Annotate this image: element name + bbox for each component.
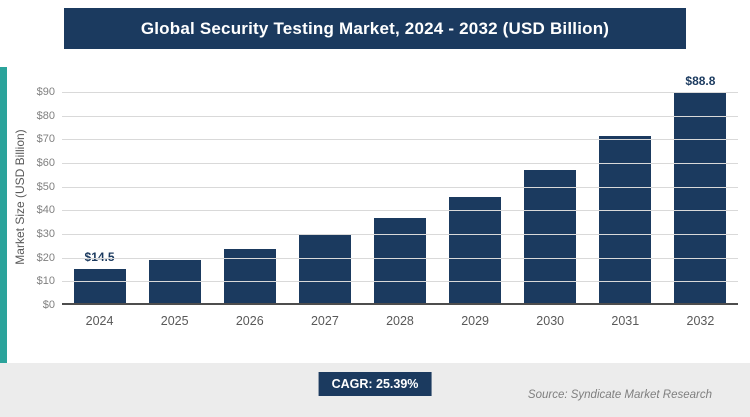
- bars-container: $14.5 $88.8: [62, 74, 738, 303]
- chart-title-banner: Global Security Testing Market, 2024 - 2…: [64, 8, 686, 49]
- bar-2031: [599, 135, 652, 303]
- source-text: Source: Syndicate Market Research: [527, 389, 712, 401]
- bar-2028: [373, 218, 426, 303]
- bar-slot: [137, 92, 212, 303]
- gridline: [62, 115, 738, 117]
- y-tick-label: $30: [36, 228, 55, 240]
- left-accent-strip: [0, 67, 7, 363]
- bar-slot: $88.8: [663, 74, 738, 303]
- x-tick-label: 2027: [310, 314, 339, 328]
- gridline: [62, 257, 738, 259]
- x-tick-label: 2029: [461, 314, 489, 328]
- bar-value-label: $88.8: [685, 73, 716, 88]
- plot-area: $14.5 $88.8 $0 $10 $20 $30 $40 $50 $60 $70 $80 $90: [37, 74, 738, 311]
- gridline: [62, 92, 738, 93]
- y-tick-label: $50: [36, 180, 55, 193]
- bar-slot: [588, 92, 663, 303]
- bar-value-label: $14.5: [85, 250, 115, 264]
- bar-2027: [298, 235, 351, 303]
- gridline: [62, 186, 738, 188]
- gridline: [62, 139, 738, 141]
- bar-2029: [449, 196, 502, 303]
- y-tick-label: $60: [36, 157, 55, 169]
- bar-slot: [212, 92, 287, 303]
- footer: CAGR: 25.39% Source: Syndicate Market Re…: [0, 363, 750, 417]
- x-tick-label: 2028: [386, 314, 414, 328]
- x-tick-label: 2025: [160, 314, 189, 328]
- cagr-label: CAGR: 25.39%: [331, 377, 419, 391]
- gridline: [62, 210, 738, 212]
- y-tick-label: $10: [36, 275, 55, 288]
- bar-slot: $14.5: [62, 92, 137, 303]
- y-tick-label: $40: [36, 204, 55, 217]
- y-tick-label: $20: [36, 251, 55, 264]
- x-tick-label: 2032: [686, 314, 715, 328]
- cagr-badge: CAGR: 25.39%: [318, 372, 432, 396]
- x-tick-label: 2031: [611, 314, 640, 328]
- bar-slot: [513, 92, 588, 303]
- bar-2024: [73, 268, 126, 303]
- gridline: [62, 281, 738, 283]
- y-tick-label: $70: [36, 133, 55, 146]
- bar-slot: [287, 92, 362, 303]
- bar-2032: [674, 92, 727, 303]
- gridline: [62, 163, 738, 164]
- bar-slot: [362, 92, 437, 303]
- y-tick-label: $80: [36, 109, 55, 122]
- page-title: Global Security Testing Market, 2024 - 2…: [140, 18, 610, 38]
- bar-slot: [438, 92, 513, 303]
- bar-2030: [524, 169, 577, 303]
- x-tick-label: 2026: [235, 314, 264, 328]
- x-axis-labels: 2024 2025 2026 2027 2028 2029 2030 2031 2032: [62, 314, 738, 328]
- x-tick-label: 2030: [536, 314, 565, 328]
- y-tick-label: $0: [42, 299, 55, 311]
- y-tick-label: $90: [36, 86, 55, 98]
- x-tick-label: 2024: [85, 314, 114, 328]
- gridline: [62, 234, 738, 235]
